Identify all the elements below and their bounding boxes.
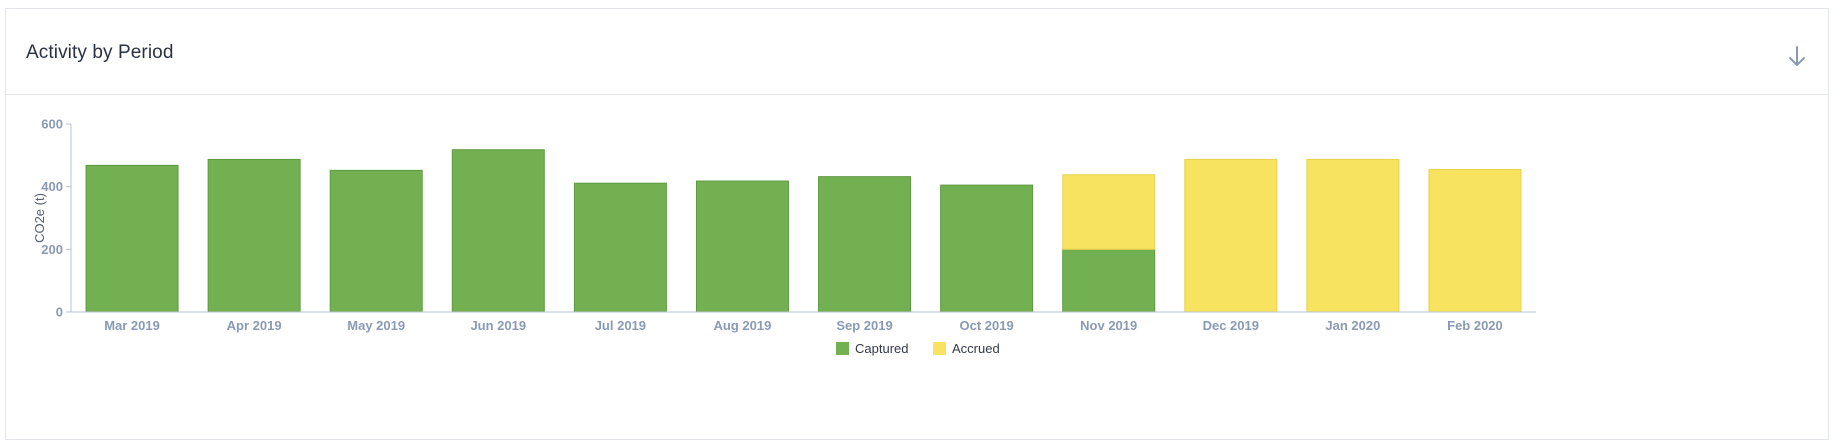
x-tick-label: Jun 2019	[470, 318, 526, 333]
legend-label-captured: Captured	[855, 341, 908, 356]
activity-by-period-card: Activity by Period 0 200 400 600 CO2e (t) Mar…	[5, 8, 1829, 440]
y-axis-title: CO2e (t)	[32, 193, 47, 243]
bar-accrued	[1062, 174, 1156, 250]
x-tick-label: Feb 2020	[1447, 318, 1503, 333]
chart-area: 0 200 400 600 CO2e (t) Mar 2019 Apr 2019 May 20…	[6, 95, 1828, 441]
bar-captured	[329, 169, 423, 313]
legend-swatch-captured	[836, 342, 849, 355]
x-tick-label: Oct 2019	[960, 318, 1014, 333]
bar-captured	[85, 164, 179, 313]
y-tick-label: 400	[41, 179, 63, 194]
x-tick-label: Jan 2020	[1325, 318, 1380, 333]
x-tick-label: Sep 2019	[836, 318, 892, 333]
x-tick-label: Dec 2019	[1203, 318, 1259, 333]
x-tick-label: Mar 2019	[104, 318, 160, 333]
bar-accrued	[1184, 158, 1278, 313]
legend-swatch-accrued	[933, 342, 946, 355]
card-header: Activity by Period	[6, 9, 1828, 95]
bar-accrued	[1306, 158, 1400, 313]
bar-chart: 0 200 400 600 CO2e (t) Mar 2019 Apr 2019 May 20…	[32, 117, 1536, 356]
x-tick-label: Apr 2019	[227, 318, 282, 333]
y-tick-label: 600	[41, 117, 63, 132]
bar-accrued	[1428, 168, 1522, 313]
download-button[interactable]	[1782, 41, 1812, 71]
bar-captured	[940, 184, 1034, 313]
bar-captured	[818, 176, 912, 313]
card-title: Activity by Period	[26, 42, 174, 63]
bar-captured	[695, 180, 789, 313]
bar-captured	[1062, 248, 1156, 313]
x-tick-label: May 2019	[347, 318, 405, 333]
bar-captured	[451, 149, 545, 313]
y-tick-label: 200	[41, 242, 63, 257]
bar-captured	[207, 158, 301, 313]
x-tick-label: Jul 2019	[595, 318, 646, 333]
x-tick-label: Nov 2019	[1080, 318, 1137, 333]
download-arrow-icon	[1789, 46, 1805, 66]
x-tick-label: Aug 2019	[714, 318, 772, 333]
y-tick-label: 0	[56, 305, 63, 320]
legend-label-accrued: Accrued	[952, 341, 1000, 356]
bar-captured	[573, 182, 667, 313]
